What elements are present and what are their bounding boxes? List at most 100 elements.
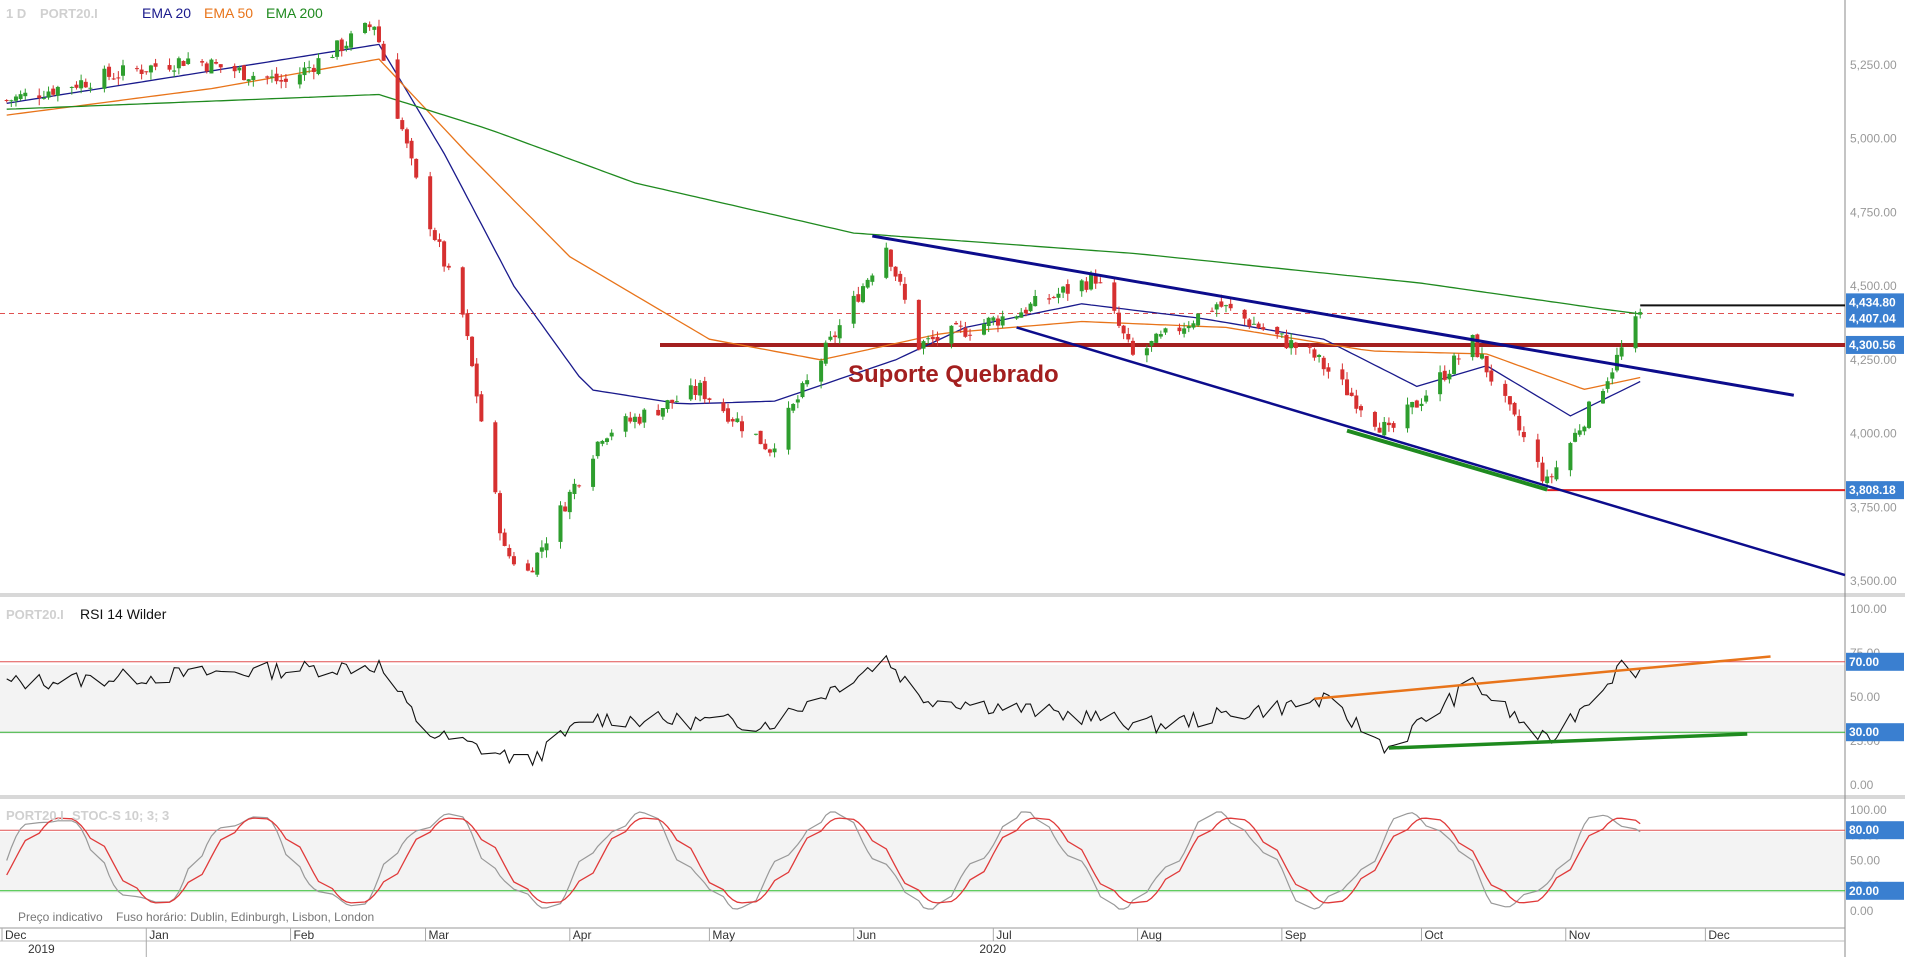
candle-body bbox=[55, 86, 60, 96]
candle-body bbox=[572, 483, 577, 494]
candle-body bbox=[600, 440, 605, 444]
candle-body bbox=[283, 78, 288, 82]
candle-body bbox=[1000, 316, 1005, 326]
candle-body bbox=[88, 87, 93, 89]
candle-body bbox=[791, 404, 796, 411]
candle-body bbox=[544, 543, 549, 551]
legend-ema200: EMA 200 bbox=[266, 5, 323, 21]
candle-body bbox=[121, 65, 126, 76]
rsi-tick-label: 0.00 bbox=[1850, 778, 1874, 792]
candle-body bbox=[460, 267, 465, 315]
candle-body bbox=[1610, 372, 1615, 379]
candle-body bbox=[1275, 326, 1280, 335]
candle-body bbox=[837, 325, 842, 339]
candle-body bbox=[884, 247, 889, 278]
candle-body bbox=[800, 383, 805, 398]
candle-body bbox=[665, 400, 670, 410]
candle-body bbox=[865, 279, 870, 288]
candle-body bbox=[339, 39, 344, 52]
candle-body bbox=[111, 78, 116, 80]
ema50-line bbox=[6, 58, 1641, 390]
price-badge: 3,808.18 bbox=[1849, 483, 1896, 497]
candle-body bbox=[41, 97, 46, 99]
candle-body bbox=[1186, 326, 1191, 329]
candle-body bbox=[1638, 312, 1643, 315]
candle-body bbox=[474, 363, 479, 397]
candle-body bbox=[400, 120, 405, 130]
candle-body bbox=[511, 556, 516, 565]
candle-body bbox=[670, 399, 675, 403]
candle-body bbox=[1507, 396, 1512, 405]
candle-body bbox=[1354, 395, 1359, 409]
candle-body bbox=[851, 295, 856, 324]
candle-body bbox=[414, 158, 419, 178]
candle-body bbox=[1116, 312, 1121, 326]
candle-body bbox=[23, 92, 28, 97]
candle-body bbox=[279, 79, 284, 82]
candle-body bbox=[870, 275, 875, 282]
candle-body bbox=[1056, 293, 1061, 298]
candle-body bbox=[204, 63, 209, 72]
candle-body bbox=[1582, 426, 1587, 432]
candle-body bbox=[535, 552, 540, 575]
stoch-tick-label: 100.00 bbox=[1850, 803, 1887, 817]
candle-body bbox=[525, 563, 530, 571]
candle-body bbox=[1405, 404, 1410, 429]
candle-body bbox=[1633, 316, 1638, 349]
year-label: 2020 bbox=[979, 942, 1006, 956]
candle-body bbox=[437, 239, 442, 242]
candle-body bbox=[893, 266, 898, 277]
candle-body bbox=[316, 58, 321, 75]
candle-body bbox=[982, 323, 987, 335]
candle-body bbox=[1489, 370, 1494, 382]
candle-body bbox=[200, 61, 205, 63]
price-tick-label: 3,500.00 bbox=[1850, 574, 1897, 588]
stoch-tick-label: 0.00 bbox=[1850, 904, 1874, 918]
candle-body bbox=[1014, 316, 1019, 319]
candle-body bbox=[1600, 390, 1605, 404]
candle-body bbox=[1386, 422, 1391, 426]
candle-body bbox=[1051, 297, 1056, 299]
candle-body bbox=[656, 409, 661, 416]
candle-body bbox=[567, 491, 572, 513]
candle-body bbox=[507, 547, 512, 557]
candle-body bbox=[335, 40, 340, 57]
price-badge-bg bbox=[1846, 293, 1904, 312]
candle-body bbox=[949, 325, 954, 344]
candle-body bbox=[1307, 346, 1312, 348]
candle-body bbox=[1587, 401, 1592, 428]
candle-body bbox=[902, 283, 907, 300]
rsi-badge: 70.00 bbox=[1849, 655, 1879, 669]
month-label: Jan bbox=[149, 928, 168, 942]
candle-body bbox=[1605, 381, 1610, 389]
candle-body bbox=[107, 66, 112, 77]
candle-body bbox=[772, 448, 777, 453]
candle-body bbox=[232, 65, 237, 72]
candle-body bbox=[1196, 313, 1201, 326]
candle-body bbox=[116, 77, 121, 79]
price-badge: 4,300.56 bbox=[1849, 338, 1896, 352]
candle-body bbox=[735, 418, 740, 423]
rsi-line bbox=[6, 654, 1641, 767]
candle-body bbox=[763, 443, 768, 450]
candle-body bbox=[251, 75, 256, 80]
month-label: Aug bbox=[1141, 928, 1162, 942]
ema200-line bbox=[6, 93, 1641, 315]
candle-body bbox=[330, 56, 335, 58]
candle-body bbox=[1112, 282, 1117, 311]
stoch-badge: 20.00 bbox=[1849, 884, 1879, 898]
candle-body bbox=[730, 419, 735, 422]
candle-body bbox=[721, 402, 726, 412]
month-label: Nov bbox=[1569, 928, 1590, 942]
candle-body bbox=[1503, 383, 1508, 396]
candle-body bbox=[986, 317, 991, 327]
candle-body bbox=[1554, 467, 1559, 480]
candle-body bbox=[1033, 295, 1038, 307]
candle-body bbox=[446, 265, 451, 268]
price-tick-label: 4,250.00 bbox=[1850, 353, 1897, 367]
candle-body bbox=[1410, 401, 1415, 408]
candle-body bbox=[660, 408, 665, 417]
rsi-band bbox=[0, 665, 1845, 734]
month-label: Feb bbox=[294, 928, 315, 942]
candle-body bbox=[1345, 379, 1350, 396]
